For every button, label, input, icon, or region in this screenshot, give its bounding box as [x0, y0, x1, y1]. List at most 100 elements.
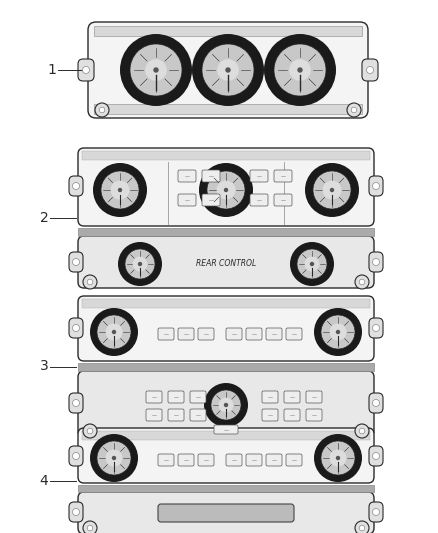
Circle shape — [331, 189, 333, 191]
FancyBboxPatch shape — [78, 148, 374, 226]
Circle shape — [73, 400, 80, 407]
Circle shape — [83, 424, 97, 438]
Circle shape — [372, 182, 379, 190]
Circle shape — [372, 453, 379, 459]
Circle shape — [97, 441, 131, 475]
FancyBboxPatch shape — [284, 409, 300, 421]
FancyBboxPatch shape — [158, 454, 174, 466]
Circle shape — [226, 68, 230, 72]
Circle shape — [321, 441, 355, 475]
FancyBboxPatch shape — [69, 446, 83, 466]
Bar — [78, 485, 374, 492]
FancyBboxPatch shape — [202, 170, 220, 182]
FancyBboxPatch shape — [284, 391, 300, 403]
FancyBboxPatch shape — [69, 318, 83, 338]
FancyBboxPatch shape — [78, 296, 374, 361]
FancyBboxPatch shape — [306, 391, 322, 403]
Circle shape — [298, 68, 302, 72]
Circle shape — [118, 242, 162, 286]
FancyBboxPatch shape — [250, 194, 268, 206]
Circle shape — [82, 67, 89, 74]
Circle shape — [199, 163, 253, 217]
Bar — [78, 228, 374, 236]
Bar — [78, 363, 374, 371]
FancyBboxPatch shape — [198, 454, 214, 466]
Circle shape — [83, 275, 97, 289]
Text: REAR CONTROL: REAR CONTROL — [196, 260, 256, 269]
FancyBboxPatch shape — [226, 328, 242, 340]
Bar — [82, 299, 370, 308]
FancyBboxPatch shape — [88, 22, 368, 118]
Circle shape — [192, 34, 264, 106]
Circle shape — [311, 262, 314, 265]
Circle shape — [359, 525, 365, 531]
FancyBboxPatch shape — [362, 59, 378, 81]
Circle shape — [372, 325, 379, 332]
Circle shape — [329, 324, 346, 341]
Circle shape — [304, 256, 319, 271]
Circle shape — [359, 428, 365, 434]
Circle shape — [133, 256, 148, 271]
FancyBboxPatch shape — [146, 391, 162, 403]
Circle shape — [347, 103, 361, 117]
FancyBboxPatch shape — [69, 393, 83, 413]
Circle shape — [106, 449, 123, 466]
Circle shape — [113, 330, 116, 334]
Circle shape — [372, 400, 379, 407]
FancyBboxPatch shape — [178, 328, 194, 340]
Circle shape — [87, 525, 93, 531]
FancyBboxPatch shape — [274, 170, 292, 182]
FancyBboxPatch shape — [226, 454, 242, 466]
FancyBboxPatch shape — [266, 454, 282, 466]
FancyBboxPatch shape — [146, 409, 162, 421]
Circle shape — [216, 181, 236, 199]
FancyBboxPatch shape — [262, 391, 278, 403]
Circle shape — [90, 434, 138, 482]
FancyBboxPatch shape — [306, 409, 322, 421]
Circle shape — [154, 68, 158, 72]
FancyBboxPatch shape — [369, 176, 383, 196]
Circle shape — [355, 424, 369, 438]
FancyBboxPatch shape — [369, 318, 383, 338]
Circle shape — [87, 279, 93, 285]
Circle shape — [130, 44, 182, 96]
Circle shape — [87, 428, 93, 434]
FancyBboxPatch shape — [369, 502, 383, 522]
Circle shape — [336, 456, 339, 459]
FancyBboxPatch shape — [78, 59, 94, 81]
Circle shape — [204, 383, 248, 427]
Circle shape — [329, 449, 346, 466]
FancyBboxPatch shape — [286, 454, 302, 466]
Circle shape — [73, 182, 80, 190]
Circle shape — [355, 275, 369, 289]
Circle shape — [113, 456, 116, 459]
Circle shape — [95, 103, 109, 117]
Circle shape — [219, 398, 233, 413]
FancyBboxPatch shape — [214, 425, 238, 434]
Circle shape — [359, 279, 365, 285]
Circle shape — [217, 59, 239, 81]
Circle shape — [73, 508, 80, 515]
FancyBboxPatch shape — [246, 454, 262, 466]
Circle shape — [225, 189, 227, 191]
Circle shape — [145, 59, 167, 81]
Circle shape — [313, 171, 351, 209]
Circle shape — [73, 325, 80, 332]
Circle shape — [274, 44, 326, 96]
Circle shape — [83, 521, 97, 533]
Circle shape — [73, 453, 80, 459]
Circle shape — [372, 259, 379, 265]
Circle shape — [321, 315, 355, 349]
FancyBboxPatch shape — [369, 393, 383, 413]
FancyBboxPatch shape — [190, 391, 206, 403]
FancyBboxPatch shape — [158, 504, 294, 522]
Circle shape — [290, 242, 334, 286]
Circle shape — [289, 59, 311, 81]
FancyBboxPatch shape — [274, 194, 292, 206]
FancyBboxPatch shape — [158, 328, 174, 340]
FancyBboxPatch shape — [369, 446, 383, 466]
FancyBboxPatch shape — [69, 176, 83, 196]
FancyBboxPatch shape — [266, 328, 282, 340]
Circle shape — [367, 67, 374, 74]
FancyBboxPatch shape — [178, 454, 194, 466]
